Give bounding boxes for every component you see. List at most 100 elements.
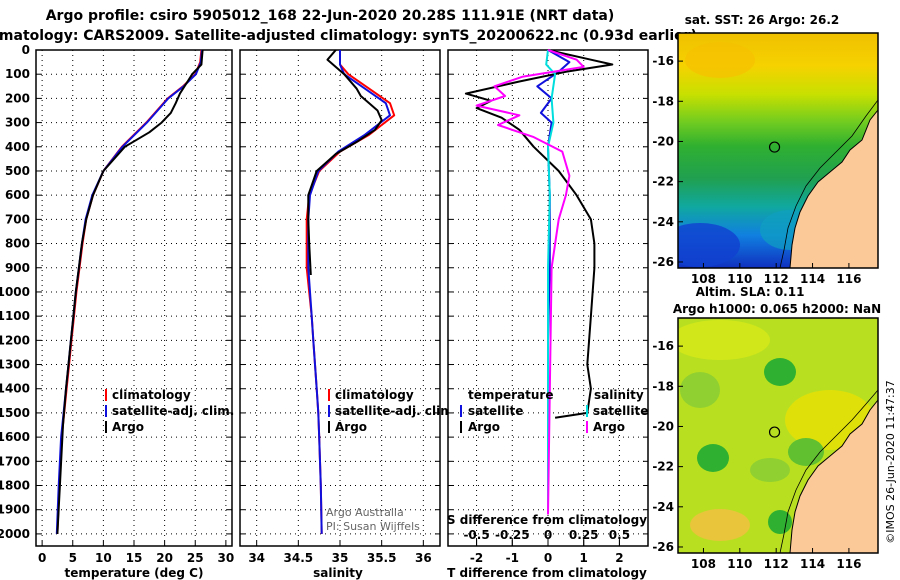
difference-legend: temperature salinity satellite Argo sate… bbox=[460, 388, 648, 434]
legend-label-satellite-s: satellite bbox=[593, 404, 648, 418]
difference-s-xlabel: S difference from climatology bbox=[447, 513, 647, 527]
s-xtick-label: -0.5 bbox=[463, 528, 489, 542]
map-xtick-label: 116 bbox=[836, 557, 861, 571]
ytick-label: 300 bbox=[5, 116, 30, 130]
legend-title-salinity: salinity bbox=[594, 388, 644, 402]
ytick-label: 1900 bbox=[0, 503, 30, 517]
map-ytick-label: -16 bbox=[652, 54, 674, 68]
map-ytick-label: -26 bbox=[652, 540, 674, 554]
xtick-label: 34 bbox=[248, 551, 265, 565]
figure-title-line1: Argo profile: csiro 5905012_168 22-Jun-2… bbox=[46, 8, 615, 24]
xtick-label: 35.5 bbox=[367, 551, 397, 565]
legend-label-climatology: climatology bbox=[335, 388, 414, 402]
salinity-legend: climatology satellite-adj. clim. Argo bbox=[328, 388, 457, 434]
map-ytick-label: -26 bbox=[652, 255, 674, 269]
sla-map-panel: Altim. SLA: 0.11 Argo h1000: 0.065 h2000… bbox=[652, 285, 897, 571]
xtick-label: 15 bbox=[126, 551, 143, 565]
map-ytick-label: -22 bbox=[652, 460, 674, 474]
salinity-xticks: 34 34.5 35 35.5 36 bbox=[248, 551, 431, 565]
temperature-series bbox=[55, 49, 204, 534]
legend-label-argo-s: Argo bbox=[593, 420, 625, 434]
xtick-label: 36 bbox=[415, 551, 432, 565]
ytick-label: 200 bbox=[5, 91, 30, 105]
xtick-label: -2 bbox=[470, 551, 483, 565]
map-xtick-label: 114 bbox=[800, 272, 825, 286]
ytick-label: 100 bbox=[5, 67, 30, 81]
xtick-label: 2 bbox=[615, 551, 623, 565]
ytick-label: 1600 bbox=[0, 430, 30, 444]
map-ytick-label: -22 bbox=[652, 175, 674, 189]
temperature-panel: 0100200300400500600700800900100011001200… bbox=[0, 43, 234, 580]
land-mass bbox=[789, 109, 878, 268]
temperature-yticks: 0 100 200 300 400 500 600 700 800 900 1000 1100 1200… bbox=[0, 43, 30, 541]
legend-label-satellite: satellite-adj. clim. bbox=[112, 404, 234, 418]
s-xtick-label: 0.5 bbox=[609, 528, 630, 542]
figure-title-line2: Climatology: CARS2009. Satellite-adjuste… bbox=[0, 28, 697, 44]
ytick-label: 700 bbox=[5, 212, 30, 226]
ytick-label: 1500 bbox=[0, 406, 30, 420]
salinity-series bbox=[305, 49, 396, 534]
xtick-label: 34.5 bbox=[284, 551, 314, 565]
difference-series bbox=[464, 49, 614, 515]
xtick-label: 5 bbox=[69, 551, 77, 565]
xtick-label: 20 bbox=[156, 551, 173, 565]
map-xtick-label: 108 bbox=[691, 557, 716, 571]
series-line-argo-s- bbox=[475, 49, 585, 515]
map-xtick-label: 108 bbox=[691, 272, 716, 286]
ytick-label: 1000 bbox=[0, 285, 30, 299]
xtick-label: 35 bbox=[332, 551, 349, 565]
map-ytick-label: -20 bbox=[652, 419, 674, 433]
s-xtick-label: -0.25 bbox=[495, 528, 530, 542]
series-line-argo bbox=[307, 49, 383, 276]
xtick-label: 0 bbox=[544, 551, 552, 565]
map-ytick-label: -18 bbox=[652, 94, 674, 108]
ytick-label: 1800 bbox=[0, 479, 30, 493]
xtick-label: 30 bbox=[218, 551, 235, 565]
ytick-label: 900 bbox=[5, 261, 30, 275]
temperature-xticks: 0 5 10 15 20 25 30 bbox=[38, 551, 234, 565]
xtick-label: 25 bbox=[187, 551, 204, 565]
map-ytick-label: -16 bbox=[652, 339, 674, 353]
salinity-xlabel: salinity bbox=[313, 566, 363, 580]
sla-map-frame bbox=[677, 317, 879, 554]
land-mass bbox=[789, 399, 878, 553]
ytick-label: 600 bbox=[5, 188, 30, 202]
temperature-axes-frame bbox=[35, 49, 233, 547]
salinity-axes-frame bbox=[239, 49, 441, 547]
xtick-label: 1 bbox=[580, 551, 588, 565]
map-xtick-label: 112 bbox=[764, 557, 789, 571]
ytick-label: 1300 bbox=[0, 358, 30, 372]
difference-xlabel: T difference from climatology bbox=[447, 566, 647, 580]
sst-map-ticks: 108 110 112 114 116 -16 -18 -20 -22 -24 -26 bbox=[652, 54, 861, 286]
s-xtick-label: 0 bbox=[544, 528, 552, 542]
series-line-argo-t- bbox=[464, 49, 614, 419]
salinity-panel: 34 34.5 35 35.5 36 salinity climatology sate… bbox=[239, 49, 457, 580]
difference-xticks: -2 -1 0 1 2 bbox=[470, 551, 624, 565]
series-line-satellite-s- bbox=[545, 49, 557, 515]
ytick-label: 400 bbox=[5, 140, 30, 154]
map-xtick-label: 112 bbox=[764, 272, 789, 286]
map-ytick-label: -20 bbox=[652, 134, 674, 148]
temperature-legend: climatology satellite-adj. clim. Argo bbox=[105, 388, 234, 434]
map-xtick-label: 116 bbox=[836, 272, 861, 286]
argo-float-marker bbox=[768, 426, 781, 438]
ytick-label: 1400 bbox=[0, 382, 30, 396]
legend-label-satellite: satellite-adj. clim. bbox=[335, 404, 457, 418]
map-ytick-label: -24 bbox=[652, 500, 674, 514]
legend-label-argo: Argo bbox=[112, 420, 144, 434]
sla-map-ticks: 108 110 112 114 116 -16 -18 -20 -22 -24 -26 bbox=[652, 339, 861, 571]
difference-panel: -2 -1 0 1 2 -0.5 -0.25 0 0.25 0.5 T difference f… bbox=[447, 49, 649, 580]
sst-map-title: sat. SST: 26 Argo: 26.2 bbox=[685, 13, 839, 27]
temperature-grid bbox=[36, 49, 232, 546]
map-xtick-label: 110 bbox=[727, 272, 752, 286]
ytick-label: 800 bbox=[5, 237, 30, 251]
sst-map-panel: sat. SST: 26 Argo: 26.2 108 110 112 114 116 -… bbox=[652, 13, 879, 286]
map-xtick-label: 114 bbox=[800, 557, 825, 571]
map-ytick-label: -24 bbox=[652, 215, 674, 229]
ytick-label: 500 bbox=[5, 164, 30, 178]
annotation-argo-australia: Argo Australia bbox=[326, 506, 404, 519]
map-ytick-label: -18 bbox=[652, 379, 674, 393]
ytick-label: 0 bbox=[22, 43, 30, 57]
annotation-pi: PI: Susan Wijffels bbox=[326, 520, 420, 533]
